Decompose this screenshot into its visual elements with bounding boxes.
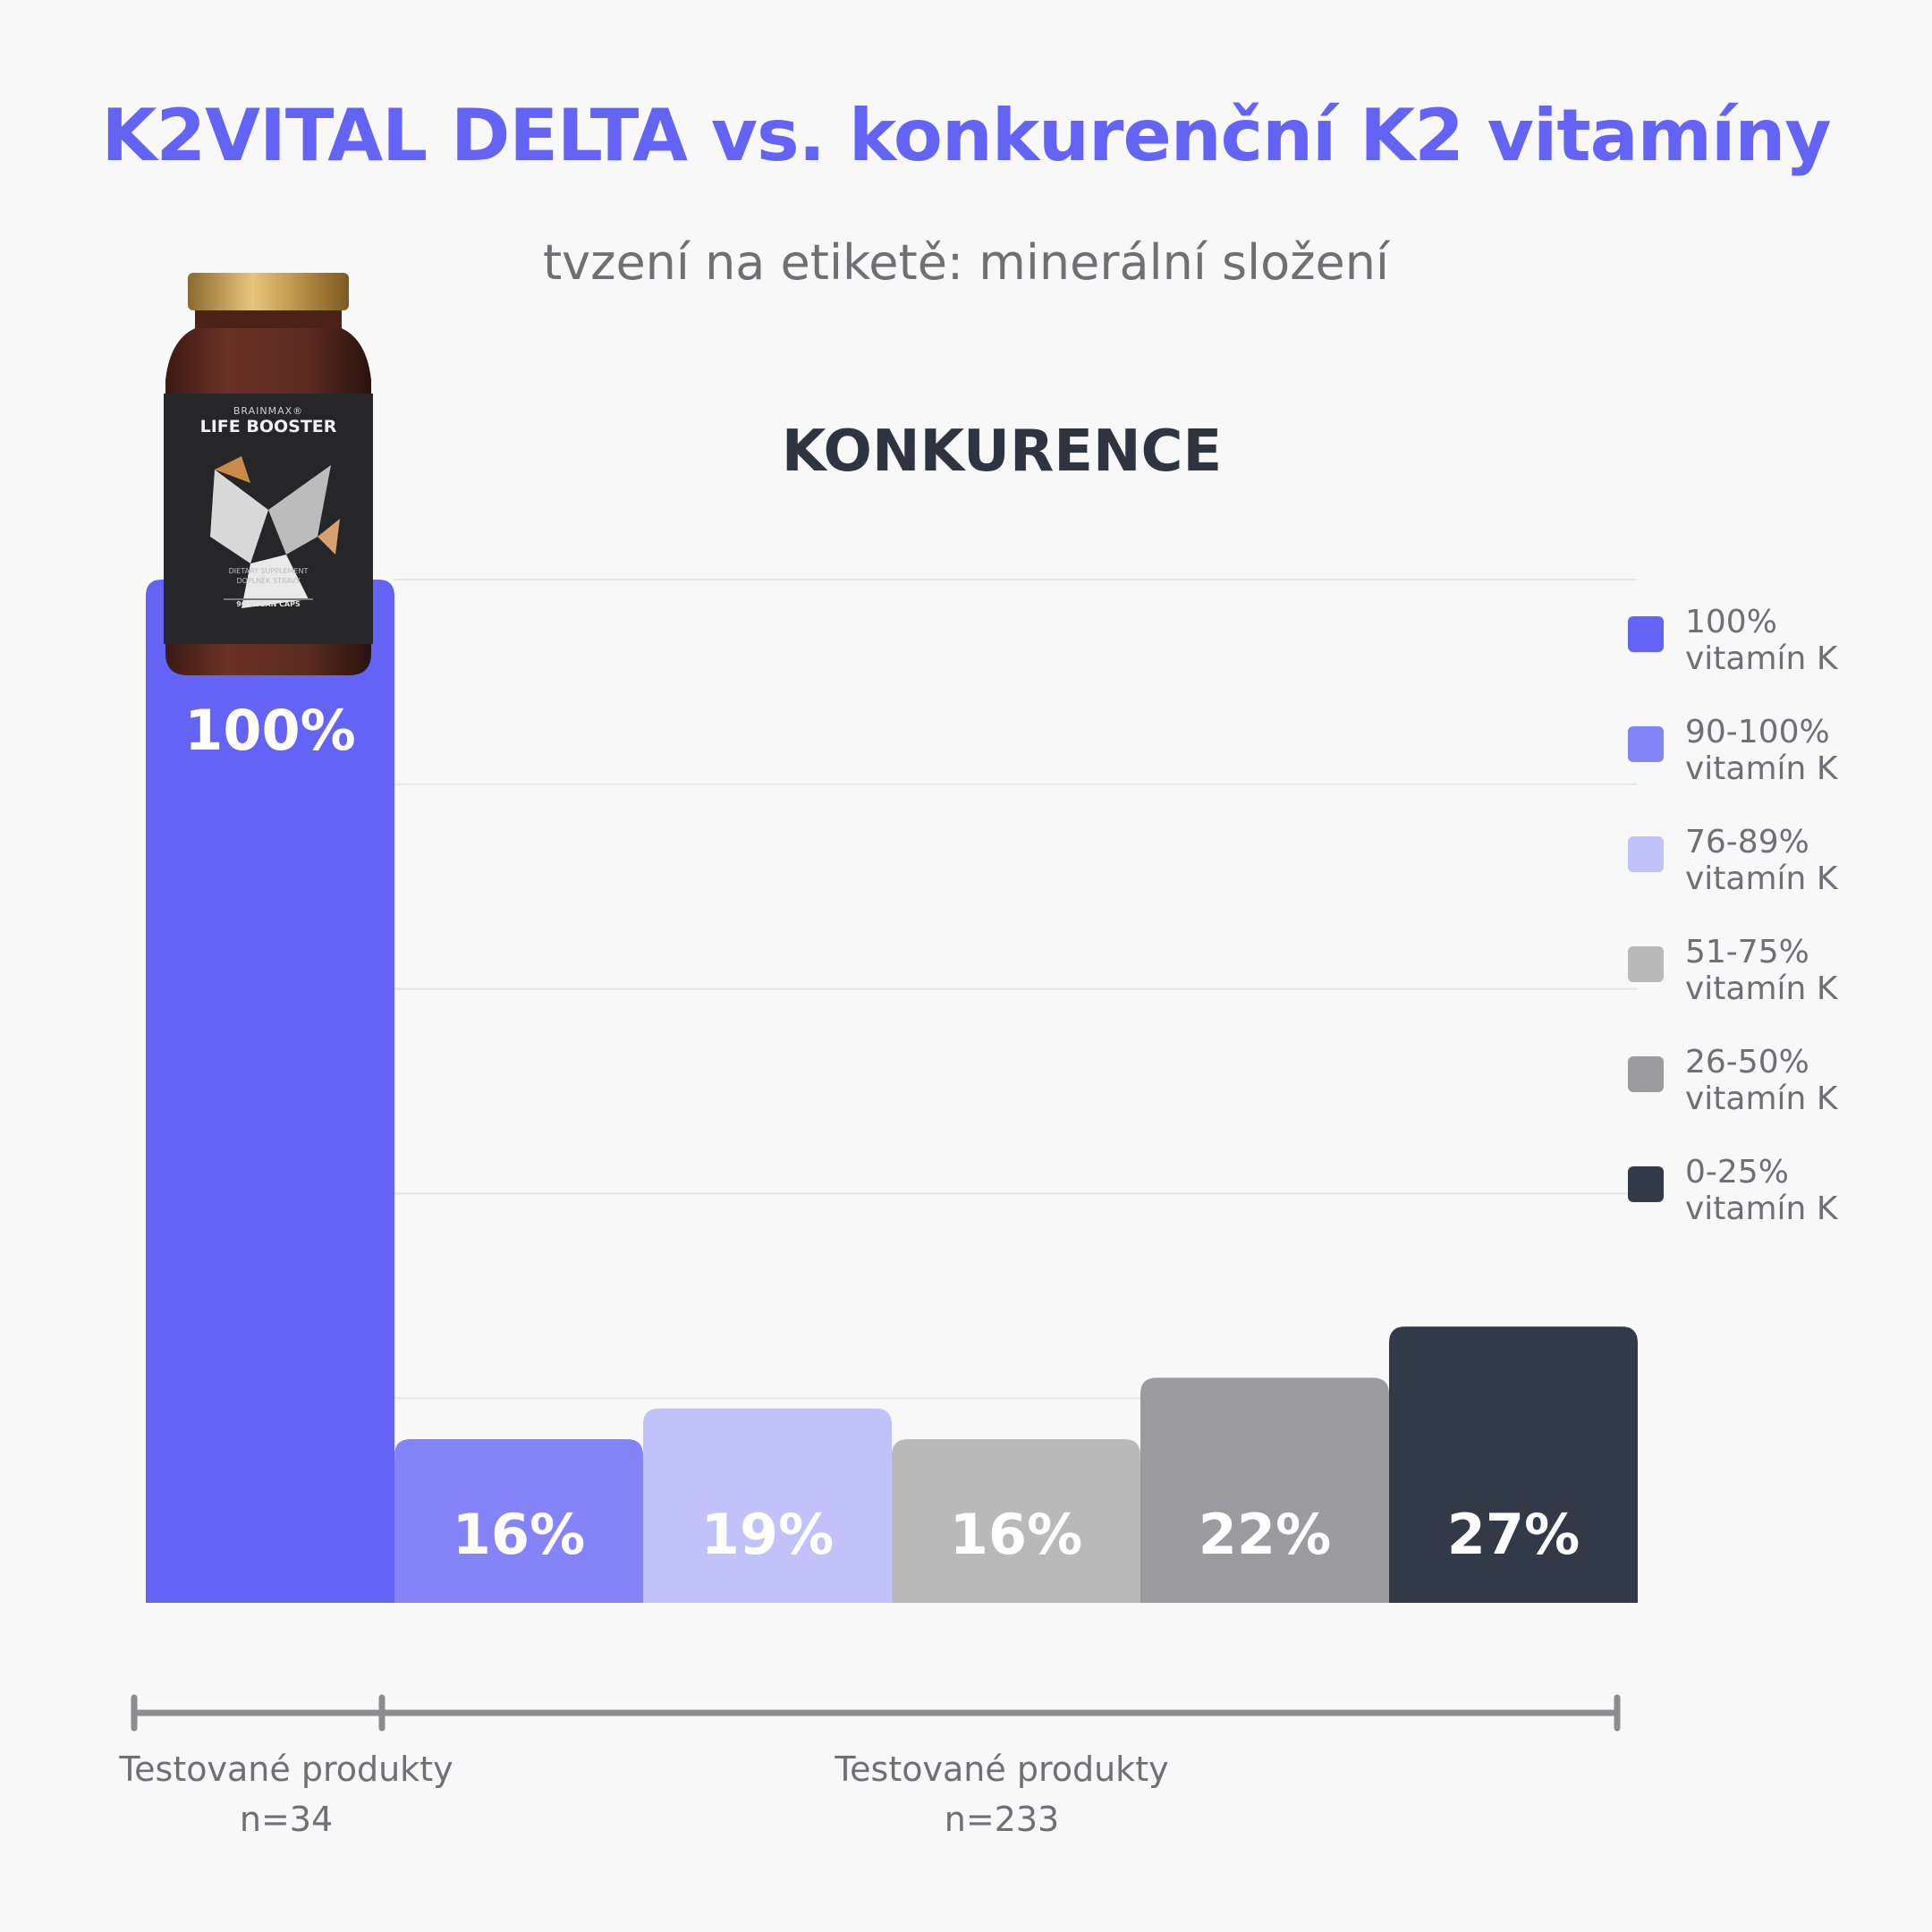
group-label-title: Testované produkty bbox=[119, 1750, 453, 1789]
bar-value-label: 16% bbox=[453, 1502, 585, 1567]
bottle-line-1: DIETARY SUPPLEMENT bbox=[228, 567, 309, 575]
bar-value-label: 16% bbox=[950, 1502, 1082, 1567]
legend-label: 26-50% bbox=[1685, 1044, 1809, 1080]
legend-swatch bbox=[1628, 946, 1664, 982]
product-bottle-image bbox=[164, 273, 373, 675]
bar bbox=[892, 1438, 1140, 1603]
group-label-competitors: Testované produkty n=233 bbox=[787, 1744, 1216, 1844]
group-brackets bbox=[131, 1694, 1621, 1732]
legend-label-sub: vitamín K bbox=[1685, 640, 1838, 677]
bar bbox=[146, 580, 394, 1603]
chart-title: K2VITAL DELTA vs. konkurenční K2 vitamín… bbox=[101, 94, 1832, 177]
chart-subtitle: tvzení na etiketě: minerální složení bbox=[542, 234, 1389, 291]
legend-label-sub: vitamín K bbox=[1685, 1191, 1838, 1227]
legend-swatch bbox=[1628, 726, 1664, 762]
group-label-count: n=34 bbox=[239, 1800, 334, 1839]
group-label-count: n=233 bbox=[944, 1800, 1060, 1839]
group-label-tested-products: Testované produkty n=34 bbox=[89, 1744, 483, 1844]
legend-label: 90-100% bbox=[1685, 714, 1830, 750]
legend-label: 100% bbox=[1685, 604, 1777, 640]
bar-value-label: 22% bbox=[1199, 1502, 1331, 1567]
bottle-caps: 90 VEGAN CAPS bbox=[236, 600, 301, 608]
bar-value-label: 100% bbox=[184, 698, 356, 763]
legend-label-sub: vitamín K bbox=[1685, 1080, 1838, 1117]
legend-label: 0-25% bbox=[1685, 1154, 1789, 1191]
section-title: KONKURENCE bbox=[781, 419, 1223, 485]
legend-swatch bbox=[1628, 836, 1664, 872]
bar bbox=[1389, 1326, 1638, 1603]
legend-label: 76-89% bbox=[1685, 824, 1809, 860]
legend-swatch bbox=[1628, 1056, 1664, 1092]
bottle-product-name: LIFE BOOSTER bbox=[199, 417, 337, 436]
group-label-title: Testované produkty bbox=[835, 1750, 1169, 1789]
legend-label-sub: vitamín K bbox=[1685, 970, 1838, 1007]
bar bbox=[394, 1438, 643, 1603]
data-labels: 100% 16% 19% 16% 22% 27% bbox=[184, 698, 1580, 1567]
bar bbox=[1140, 1377, 1389, 1603]
bar-value-label: 27% bbox=[1447, 1502, 1580, 1567]
bars bbox=[146, 580, 1638, 1603]
bottle-brand: BRAINMAX® bbox=[233, 405, 304, 417]
bar-value-label: 19% bbox=[701, 1502, 834, 1567]
bottle-line-2: DOPLNĚK STRAVY bbox=[236, 577, 301, 585]
bar bbox=[643, 1408, 892, 1603]
legend-swatch bbox=[1628, 616, 1664, 652]
legend-label-sub: vitamín K bbox=[1685, 860, 1838, 897]
grid-lines bbox=[394, 579, 1637, 1400]
legend-label-sub: vitamín K bbox=[1685, 750, 1838, 787]
legend-swatch bbox=[1628, 1166, 1664, 1202]
legend-label: 51-75% bbox=[1685, 934, 1809, 970]
